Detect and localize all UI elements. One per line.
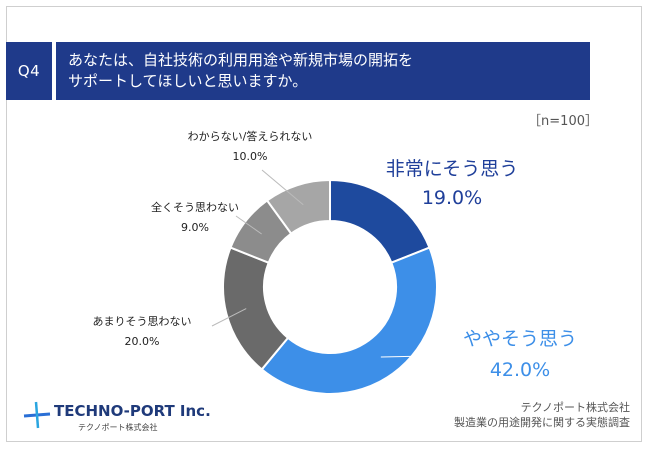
brand-name: TECHNO-PORT Inc. <box>54 402 211 420</box>
category-label: 全くそう思わない <box>151 201 239 214</box>
question-line-2: サポートしてほしいと思いますか。 <box>68 72 308 90</box>
label-not-much: あまりそう思わない 20.0% <box>72 313 212 348</box>
sample-size-note: ［n=100］ <box>528 114 598 129</box>
slice-not-much <box>222 246 290 371</box>
brand-mark-icon <box>23 401 51 429</box>
label-very-much: 非常にそう思う 19.0% <box>372 154 532 209</box>
label-not-at-all: 全くそう思わない 9.0% <box>125 199 265 234</box>
question-banner: あなたは、自社技術の利用用途や新規市場の開拓を サポートしてほしいと思いますか。 <box>56 42 590 100</box>
leader-line <box>380 355 429 358</box>
label-dont-know: わからない/答えられない 10.0% <box>170 128 330 163</box>
category-label: 非常にそう思う <box>385 158 519 180</box>
source-note: テクノポート株式会社 製造業の用途開発に関する実態調査 <box>454 400 630 430</box>
brand-subtitle: テクノポート株式会社 <box>78 423 158 432</box>
slice-somewhat <box>260 246 438 395</box>
value-label: 42.0% <box>489 359 551 381</box>
leader-line <box>235 215 262 235</box>
source-line-1: テクノポート株式会社 <box>520 401 630 414</box>
source-line-2: 製造業の用途開発に関する実態調査 <box>454 416 630 429</box>
category-label: わからない/答えられない <box>187 130 313 143</box>
leader-line <box>261 169 304 206</box>
question-badge: Q4 <box>6 42 52 100</box>
value-label: 20.0% <box>124 335 160 348</box>
category-label: ややそう思う <box>462 328 577 350</box>
value-label: 19.0% <box>421 187 483 209</box>
leader-line <box>211 308 247 327</box>
value-label: 10.0% <box>232 150 268 163</box>
brand-logo: TECHNO-PORT Inc. テクノポート株式会社 <box>22 400 211 434</box>
category-label: あまりそう思わない <box>92 315 192 328</box>
label-somewhat: ややそう思う 42.0% <box>440 324 600 381</box>
question-line-1: あなたは、自社技術の利用用途や新規市場の開拓を <box>68 51 414 69</box>
value-label: 9.0% <box>181 221 209 234</box>
